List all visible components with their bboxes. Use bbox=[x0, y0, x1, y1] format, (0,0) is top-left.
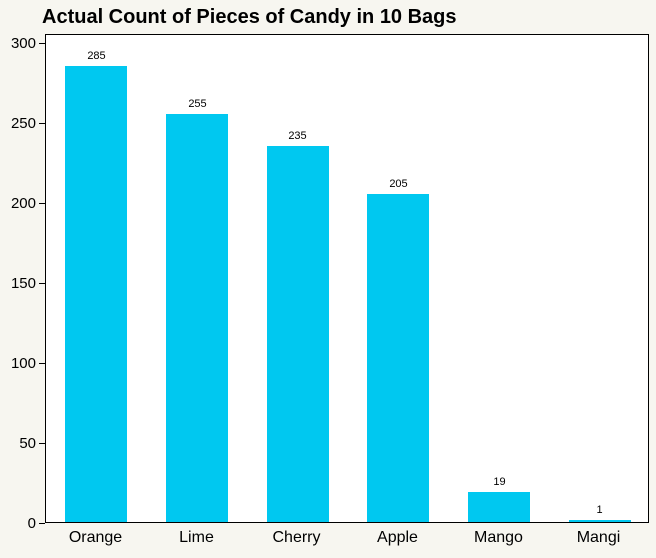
bar-value-label: 19 bbox=[493, 476, 506, 488]
bar-mangi bbox=[569, 520, 631, 522]
y-tick-label: 50 bbox=[19, 435, 36, 452]
y-tick-label: 300 bbox=[10, 35, 36, 52]
bar-value-label: 255 bbox=[188, 98, 207, 110]
y-tick-label: 200 bbox=[10, 195, 36, 212]
bar-mango bbox=[468, 492, 530, 522]
plot-area: 285 255 235 205 19 1 bbox=[45, 34, 649, 523]
bar-value-label: 285 bbox=[87, 50, 106, 62]
y-tick-mark bbox=[39, 203, 45, 204]
x-tick-label-orange: Orange bbox=[68, 529, 123, 546]
y-tick-mark bbox=[39, 363, 45, 364]
y-tick-mark bbox=[39, 43, 45, 44]
y-tick-mark bbox=[39, 523, 45, 524]
bar-value-label: 205 bbox=[389, 178, 408, 190]
y-tick-label: 250 bbox=[10, 115, 36, 132]
y-tick-mark bbox=[39, 443, 45, 444]
bar-value-label: 1 bbox=[596, 504, 603, 516]
y-tick-mark bbox=[39, 283, 45, 284]
y-tick-label: 100 bbox=[10, 355, 36, 372]
bar-apple bbox=[367, 194, 429, 522]
bar-value-label: 235 bbox=[288, 130, 307, 142]
y-tick-mark bbox=[39, 123, 45, 124]
x-tick-label-mango: Mango bbox=[474, 529, 523, 546]
bar-cherry bbox=[267, 146, 329, 522]
x-tick-label-apple: Apple bbox=[377, 529, 418, 546]
bar-orange bbox=[65, 66, 127, 522]
bar-lime bbox=[166, 114, 228, 522]
x-tick-label-lime: Lime bbox=[179, 529, 214, 546]
x-tick-label-cherry: Cherry bbox=[272, 529, 321, 546]
chart-title: Actual Count of Pieces of Candy in 10 Ba… bbox=[42, 6, 457, 28]
x-tick-label-mangi: Mangi bbox=[576, 529, 621, 546]
y-tick-label: 0 bbox=[27, 515, 36, 532]
y-tick-label: 150 bbox=[10, 275, 36, 292]
